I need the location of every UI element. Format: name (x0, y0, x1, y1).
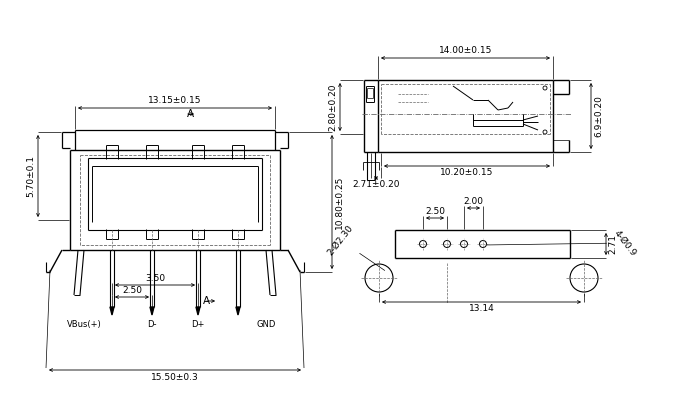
Text: 14.00±0.15: 14.00±0.15 (439, 46, 492, 55)
Polygon shape (196, 307, 200, 315)
Text: 13.14: 13.14 (468, 304, 494, 313)
Text: 5.70±0.1: 5.70±0.1 (26, 155, 35, 197)
Polygon shape (150, 307, 154, 315)
Text: A: A (203, 296, 210, 306)
Text: 10.20±0.15: 10.20±0.15 (440, 168, 494, 177)
Text: 2.71±0.20: 2.71±0.20 (352, 180, 400, 189)
Text: 4-Ø0.9: 4-Ø0.9 (486, 228, 638, 258)
Text: 6.9±0.20: 6.9±0.20 (594, 95, 603, 137)
Text: 10.80±0.25: 10.80±0.25 (335, 175, 344, 229)
Text: 2.50: 2.50 (122, 286, 142, 295)
Text: D+: D+ (191, 320, 204, 329)
Text: D-: D- (147, 320, 157, 329)
Text: 2.80±0.20: 2.80±0.20 (328, 83, 337, 131)
Text: 2.71: 2.71 (608, 234, 617, 254)
Text: 2.50: 2.50 (425, 207, 445, 216)
Text: GND: GND (256, 320, 276, 329)
Text: 13.15±0.15: 13.15±0.15 (148, 96, 202, 105)
Polygon shape (236, 307, 240, 315)
Polygon shape (110, 307, 114, 315)
Text: VBus(+): VBus(+) (66, 320, 102, 329)
Text: 2-Ø2.30: 2-Ø2.30 (326, 223, 385, 270)
Text: 2.00: 2.00 (463, 197, 484, 206)
Text: A: A (187, 109, 194, 119)
Text: 15.50±0.3: 15.50±0.3 (151, 373, 199, 382)
Text: 3.50: 3.50 (145, 274, 165, 283)
